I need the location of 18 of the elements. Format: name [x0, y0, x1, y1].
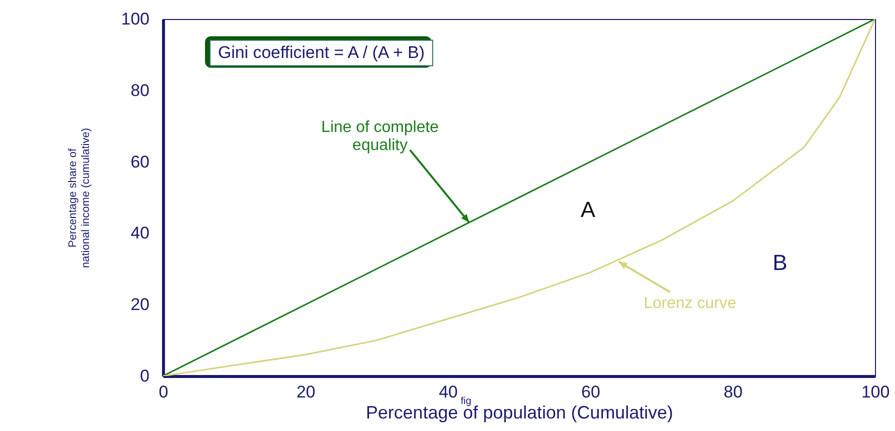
x-tick-label: 60	[581, 382, 600, 402]
annotation: A	[580, 197, 596, 222]
x-tick-label: 80	[724, 382, 743, 402]
y-tick-label: 80	[130, 80, 150, 100]
annotation: Lorenz curve	[644, 295, 736, 312]
y-tick-label: 20	[130, 295, 150, 314]
y-tick-label: 60	[130, 152, 150, 172]
y-tick-label: 0	[140, 366, 150, 386]
x-tick-label: 40	[438, 382, 458, 402]
x-tick-label: 20	[296, 382, 316, 402]
annotation: Gini coefficient = A / (A + B)	[218, 43, 425, 62]
y-tick-label: 100	[121, 10, 150, 28]
x-tick-label: 100	[861, 382, 890, 402]
annotation: B	[772, 250, 788, 275]
annotation: Line of complete equality	[321, 119, 439, 154]
y-axis-title: Percentage share of national income (cumulative)	[67, 128, 92, 268]
x-tick-label: 0	[158, 382, 168, 402]
y-tick-label: 40	[130, 224, 150, 243]
